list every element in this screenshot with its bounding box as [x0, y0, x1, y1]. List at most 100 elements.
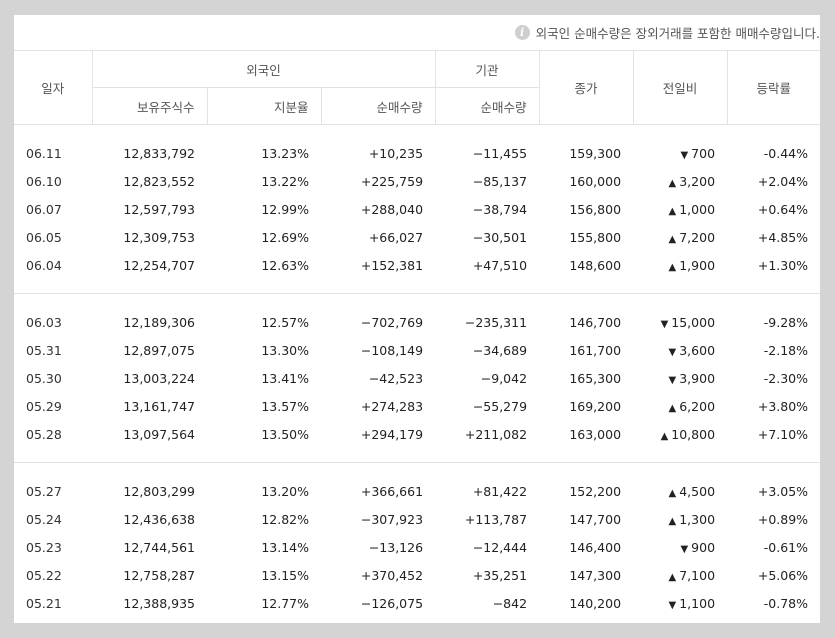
header-inst-net: 순매수량	[434, 87, 540, 125]
foreign-net-cell: +370,452	[360, 567, 424, 583]
change-cell: ▲ 1,900	[633, 251, 727, 294]
table-row: 05.22 12,758,287 13.15% +370,452 +35,251 147,…	[14, 561, 820, 589]
table-row: 05.23 12,744,561 13.14% −13,126 −12,444 146,4…	[14, 533, 820, 561]
inst-net-cell: −842	[492, 595, 528, 611]
rate-cell: +3.80%	[757, 398, 809, 414]
share-ratio-cell: 13.20%	[261, 483, 309, 499]
share-ratio-cell: 12.82%	[261, 511, 309, 527]
date-cell: 06.11	[26, 145, 62, 161]
share-ratio-cell: 13.50%	[261, 426, 309, 442]
close-price-cell: 163,000	[569, 426, 622, 442]
change-value: 3,200	[679, 173, 716, 189]
foreign-net-cell: −108,149	[360, 342, 424, 358]
date-cell: 06.05	[26, 229, 62, 245]
holdings-cell: 12,744,561	[123, 539, 195, 555]
change-value: 1,100	[679, 595, 716, 611]
close-price-cell: 165,300	[569, 370, 622, 386]
share-ratio-cell: 13.30%	[261, 342, 309, 358]
date-cell: 05.30	[26, 370, 62, 386]
table-row: 05.27 12,803,299 13.20% +366,661 +81,422 152,…	[14, 463, 820, 506]
foreign-net-cell: +66,027	[368, 229, 424, 245]
foreign-net-cell: +152,381	[360, 257, 424, 273]
holdings-cell: 12,833,792	[123, 145, 195, 161]
header-rate: 등락률	[726, 50, 820, 125]
date-cell: 06.03	[26, 314, 62, 330]
close-price-cell: 148,600	[569, 257, 622, 273]
change-cell: ▲ 7,200	[633, 223, 727, 251]
up-arrow-icon: ▲	[668, 233, 677, 245]
change-value: 7,100	[679, 567, 716, 583]
holdings-cell: 12,388,935	[123, 595, 195, 611]
share-ratio-cell: 13.23%	[261, 145, 309, 161]
holdings-cell: 12,897,075	[123, 342, 195, 358]
header-close: 종가	[538, 50, 634, 125]
change-value: 7,200	[679, 229, 716, 245]
trading-panel: i 외국인 순매수량은 장외거래를 포함한 매매수량입니다. 일자 외국인 기관…	[14, 15, 820, 623]
holdings-cell: 13,161,747	[123, 398, 195, 414]
rate-cell: +0.64%	[757, 201, 809, 217]
holdings-cell: 12,823,552	[123, 173, 195, 189]
change-value: 15,000	[671, 314, 716, 330]
header-change: 전일비	[632, 50, 728, 125]
foreign-net-cell: −13,126	[368, 539, 424, 555]
inst-net-cell: −11,455	[472, 145, 528, 161]
date-cell: 05.29	[26, 398, 62, 414]
change-value: 1,900	[679, 257, 716, 273]
change-value: 3,900	[679, 370, 716, 386]
table-header: 일자 외국인 기관 종가 전일비 등락률 보유주식수 지분율 순매수량 순매수량	[14, 50, 820, 125]
change-value: 10,800	[671, 426, 716, 442]
date-cell: 05.27	[26, 483, 62, 499]
date-cell: 05.31	[26, 342, 62, 358]
header-holdings: 보유주식수	[91, 87, 207, 125]
down-arrow-icon: ▼	[680, 543, 689, 555]
up-arrow-icon: ▲	[668, 571, 677, 583]
holdings-cell: 13,097,564	[123, 426, 195, 442]
rate-cell: -2.18%	[763, 342, 809, 358]
close-price-cell: 155,800	[569, 229, 622, 245]
table-row: 05.31 12,897,075 13.30% −108,149 −34,689 161,…	[14, 336, 820, 364]
rate-cell: +7.10%	[757, 426, 809, 442]
up-arrow-icon: ▲	[668, 177, 677, 189]
date-cell: 06.04	[26, 257, 62, 273]
header-institution-group: 기관	[434, 50, 540, 88]
rate-cell: -9.28%	[763, 314, 809, 330]
close-price-cell: 152,200	[569, 483, 622, 499]
close-price-cell: 159,300	[569, 145, 622, 161]
date-cell: 06.10	[26, 173, 62, 189]
rate-cell: +0.89%	[757, 511, 809, 527]
date-cell: 05.21	[26, 595, 62, 611]
close-price-cell: 146,400	[569, 539, 622, 555]
change-cell: ▲ 6,200	[633, 392, 727, 420]
table-row: 05.28 13,097,564 13.50% +294,179 +211,082 163…	[14, 420, 820, 463]
notice-text: 외국인 순매수량은 장외거래를 포함한 매매수량입니다.	[535, 26, 820, 41]
table-row: 05.30 13,003,224 13.41% −42,523 −9,042 165,30…	[14, 364, 820, 392]
close-price-cell: 147,700	[569, 511, 622, 527]
change-value: 700	[691, 145, 716, 161]
header-share-ratio: 지분율	[206, 87, 321, 125]
foreign-net-cell: +225,759	[360, 173, 424, 189]
close-price-cell: 140,200	[569, 595, 622, 611]
holdings-cell: 12,189,306	[123, 314, 195, 330]
inst-net-cell: −12,444	[472, 539, 528, 555]
share-ratio-cell: 12.69%	[261, 229, 309, 245]
row-group: 06.11 12,833,792 13.23% +10,235 −11,455 159,3…	[14, 125, 820, 294]
inst-net-cell: −235,311	[464, 314, 528, 330]
inst-net-cell: −34,689	[472, 342, 528, 358]
change-cell: ▲ 10,800	[633, 420, 727, 463]
inst-net-cell: +81,422	[472, 483, 528, 499]
inst-net-cell: −85,137	[472, 173, 528, 189]
date-cell: 05.22	[26, 567, 62, 583]
header-foreign-group: 외국인	[91, 50, 436, 88]
up-arrow-icon: ▲	[668, 205, 677, 217]
foreign-net-cell: +274,283	[360, 398, 424, 414]
change-value: 1,300	[679, 511, 716, 527]
close-price-cell: 169,200	[569, 398, 622, 414]
change-cell: ▲ 4,500	[633, 463, 727, 506]
up-arrow-icon: ▲	[668, 515, 677, 527]
holdings-cell: 12,254,707	[123, 257, 195, 273]
table-row: 06.07 12,597,793 12.99% +288,040 −38,794 156,…	[14, 195, 820, 223]
foreign-net-cell: +366,661	[360, 483, 424, 499]
rate-cell: -0.61%	[763, 539, 809, 555]
change-cell: ▲ 1,000	[633, 195, 727, 223]
holdings-cell: 12,803,299	[123, 483, 195, 499]
